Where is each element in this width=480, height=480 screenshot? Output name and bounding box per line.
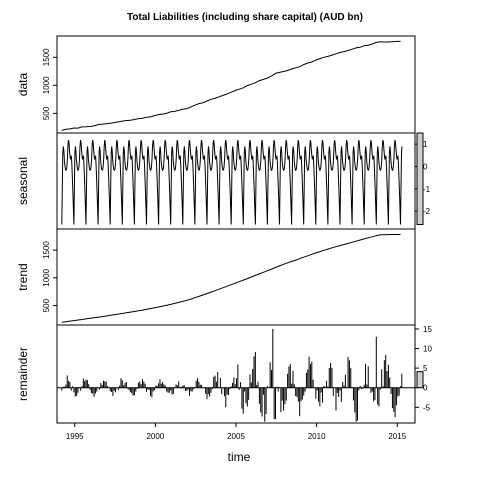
panels: 50010001500data10-1-2seasonal50010001500… [16,35,432,424]
trend-y-tick-label: 1500 [42,241,51,259]
x-tick-label: 2010 [308,432,326,441]
panel-remainder: 15 10 5 0 -5 remainder [16,324,432,424]
data-series-line [61,40,401,131]
data-panel-frame [56,35,416,134]
data-axis-label: data [16,72,30,96]
panel-seasonal: 1 0 -1 -2 seasonal [16,132,431,230]
x-axis-label: time [228,450,251,464]
seasonal-y-tick-label: -2 [423,207,431,216]
remainder-panel-frame [56,324,416,424]
remainder-y-tick-label: -5 [423,403,431,412]
trend-y-tick-label: 1000 [42,268,51,286]
seasonal-y-tick-label: 0 [423,162,428,171]
remainder-scale-bar [416,371,424,389]
data-y-tick-label: 1000 [42,76,51,94]
seasonal-y-tick-label: 1 [423,140,428,149]
remainder-y-tick-label: 5 [423,364,428,373]
remainder-y-tick-label: 10 [423,345,432,354]
x-tick-label: 2015 [388,432,406,441]
trend-series-line [61,234,401,323]
x-tick-label: 2000 [146,432,164,441]
seasonal-series-line [61,140,403,225]
data-y-tick-label: 1500 [42,48,51,66]
chart-title: Total Liabilities (including share capit… [127,12,363,23]
seasonal-y-tick-label: -1 [423,185,431,194]
x-axis: 1995 2000 2005 2010 2015 [66,423,407,441]
panel-trend: 500 1000 1500 trend [16,228,416,326]
seasonal-axis-label: seasonal [16,157,30,205]
seasonal-scale-bar [416,132,424,226]
remainder-axis-label: remainder [16,347,30,401]
remainder-y-tick-label: 15 [423,325,432,334]
trend-y-tick-label: 500 [42,298,51,312]
remainder-y-tick-label: 0 [423,384,428,393]
panel-data: 500 1000 1500 data [16,35,416,134]
trend-axis-label: trend [16,263,30,290]
trend-panel-frame [56,228,416,326]
x-tick-label: 2005 [227,432,245,441]
x-tick-label: 1995 [66,432,84,441]
data-y-tick-label: 500 [42,106,51,120]
